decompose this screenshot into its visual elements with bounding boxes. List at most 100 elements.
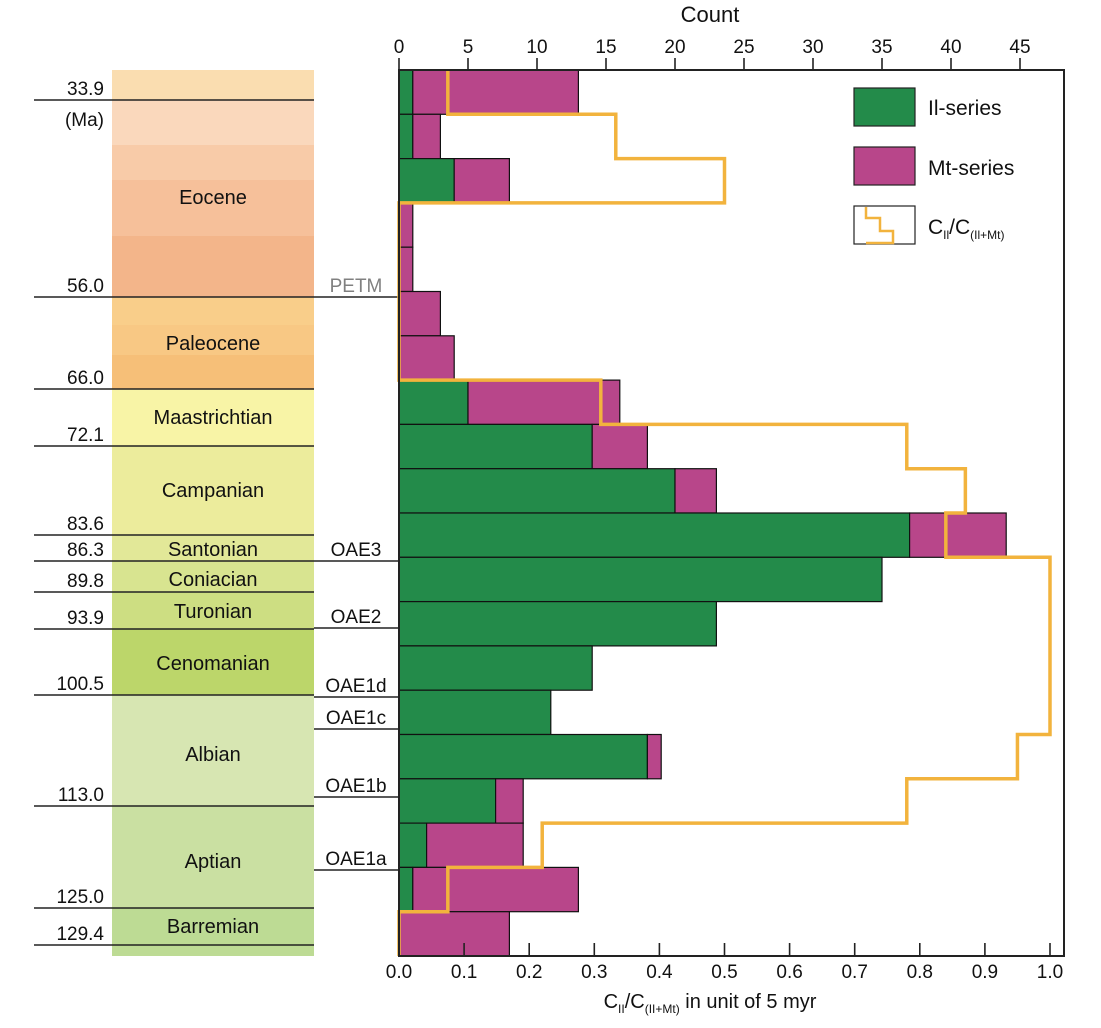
- bar-mt-series: [674, 468, 718, 514]
- age-label: 56.0: [67, 276, 104, 297]
- bottom-tick-label: 0.5: [711, 962, 737, 983]
- top-tick-label: 5: [463, 37, 474, 58]
- age-unit-label: (Ma): [65, 110, 104, 131]
- band-eocene-3: [112, 180, 314, 236]
- top-axis-title: Count: [681, 2, 740, 27]
- event-label: OAE3: [331, 540, 382, 561]
- stage-label: Santonian: [168, 539, 258, 561]
- bar-mt-series: [591, 423, 649, 470]
- band-santonian: [112, 535, 314, 561]
- bar-mt-series: [398, 246, 414, 293]
- top-tick-label: 10: [526, 37, 547, 58]
- bottom-tick-label: 0.4: [646, 962, 673, 983]
- age-label: 83.6: [67, 514, 104, 535]
- bar-mt-series: [453, 158, 511, 204]
- top-tick-label: 45: [1009, 37, 1030, 58]
- stage-label: Albian: [185, 744, 241, 766]
- legend-label-il: Il-series: [928, 97, 1002, 120]
- age-label: 72.1: [67, 425, 104, 446]
- age-label: 113.0: [58, 785, 104, 806]
- stage-label: Coniacian: [169, 569, 258, 591]
- bar-mt-series: [467, 379, 621, 426]
- event-label: OAE2: [331, 607, 382, 628]
- event-label: PETM: [330, 276, 383, 297]
- bar-il-series: [398, 600, 717, 647]
- band-paleocene-2: [112, 325, 314, 355]
- bottom-tick-label: 0.3: [581, 962, 607, 983]
- legend-step-icon: [864, 207, 895, 245]
- legend-label-ratio: CIl/C(Il+Mt): [928, 216, 1005, 242]
- bar-mt-series: [412, 113, 441, 160]
- stage-label: Aptian: [185, 851, 242, 873]
- stage-label: Eocene: [179, 187, 247, 209]
- bottom-tick-label: 0.2: [516, 962, 542, 983]
- time-scale: 33.9 56.0 66.0 72.1 83.6 86.3 89.8 93.9 100.5 113…: [34, 70, 399, 956]
- band-oligocene: [112, 70, 314, 100]
- bar-il-series: [398, 822, 428, 868]
- bottom-tick-label: 0.0: [386, 962, 412, 983]
- event-label: OAE1a: [325, 849, 387, 870]
- bar-il-series: [398, 866, 414, 913]
- age-label: 66.0: [67, 368, 104, 389]
- stage-label: Cenomanian: [156, 653, 269, 675]
- event-label: OAE1b: [325, 776, 386, 797]
- bar-il-series: [398, 423, 593, 470]
- bottom-tick-label: 0.1: [451, 962, 477, 983]
- bar-il-series: [398, 69, 414, 115]
- bar-il-series: [398, 158, 455, 204]
- bar-mt-series: [398, 911, 511, 957]
- legend-label-mt: Mt-series: [928, 157, 1014, 180]
- band-eocene-1: [112, 100, 314, 145]
- age-label: 129.4: [56, 924, 104, 945]
- age-label: 89.8: [67, 571, 104, 592]
- band-coniacian: [112, 561, 314, 592]
- band-eocene-4: [112, 236, 314, 297]
- band-cenomanian: [112, 629, 314, 695]
- bottom-tick-label: 0.7: [841, 962, 867, 983]
- bottom-tick-label: 0.9: [972, 962, 998, 983]
- top-tick-label: 40: [940, 37, 961, 58]
- top-tick-label: 30: [802, 37, 823, 58]
- band-aptian: [112, 806, 314, 908]
- age-label: 86.3: [67, 540, 104, 561]
- legend-swatch-il: [853, 87, 916, 127]
- top-tick-label: 35: [871, 37, 892, 58]
- bar-mt-series: [495, 778, 524, 824]
- bar-mt-series: [398, 335, 455, 381]
- band-albian: [112, 695, 314, 806]
- ratio-step-line: [397, 70, 1052, 956]
- age-label: 125.0: [56, 887, 104, 908]
- bar-il-series: [398, 468, 676, 514]
- stage-label: Campanian: [162, 480, 264, 502]
- bar-il-series: [398, 689, 552, 736]
- band-maastrichtian: [112, 389, 314, 446]
- legend-swatch-ratio: [853, 205, 916, 245]
- bar-mt-series: [646, 733, 662, 780]
- top-tick-label: 25: [733, 37, 754, 58]
- age-label: 33.9: [67, 79, 104, 100]
- legend: Il-series Mt-series CIl/C(Il+Mt): [853, 87, 1014, 245]
- bottom-axis-title: CII/C(II+Mt) in unit of 5 myr: [604, 991, 817, 1016]
- bar-mt-series: [398, 290, 442, 337]
- bottom-tick-label: 0.6: [776, 962, 802, 983]
- top-tick-label: 15: [595, 37, 616, 58]
- bar-il-series: [398, 645, 593, 691]
- stage-label: Paleocene: [166, 333, 261, 355]
- band-paleocene-1: [112, 297, 314, 325]
- band-paleocene-3: [112, 355, 314, 389]
- stage-label: Barremian: [167, 916, 259, 938]
- event-label: OAE1d: [325, 676, 386, 697]
- bar-mt-series: [908, 512, 1007, 558]
- bar-il-series: [398, 556, 883, 603]
- band-campanian: [112, 446, 314, 535]
- bar-mt-series: [398, 202, 414, 248]
- legend-swatch-mt: [853, 146, 916, 186]
- stage-label: Maastrichtian: [154, 407, 273, 429]
- bar-mt-series: [426, 822, 524, 868]
- bar-il-series: [398, 778, 497, 824]
- plot-frame: [398, 69, 1065, 957]
- bar-mt-series: [412, 866, 579, 913]
- event-label: OAE1c: [326, 708, 386, 729]
- bar-il-series: [398, 379, 469, 426]
